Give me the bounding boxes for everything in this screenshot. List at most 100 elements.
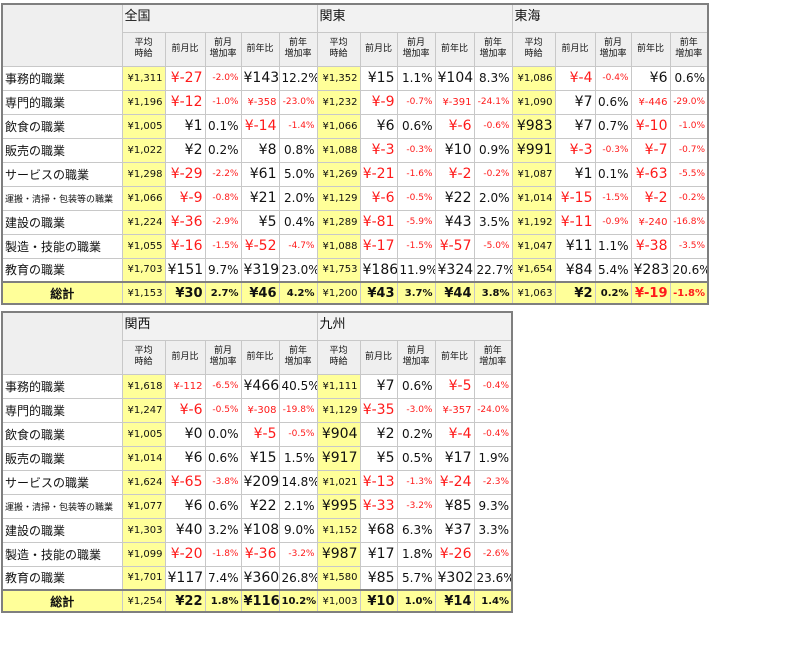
yoy-change-cell: ¥-24 (434, 469, 475, 495)
yoy-change-cell: ¥-38 (630, 233, 671, 259)
mom-change-cell: ¥-17 (359, 233, 398, 259)
column-header: 前月比 (359, 339, 398, 375)
column-header: 前月比 (554, 31, 596, 67)
wage-table-national-kanto-tokai: 全国 関東 東海 平均 時給 前月比 前月 増加率 前年比 前年 増加率 平均 時給 前月比 前月 増加率 前年… (1, 3, 710, 305)
column-header: 平均 時給 (121, 339, 166, 375)
average-wage-cell: ¥1,090 (511, 89, 556, 115)
yoy-rate-cell: 3.5% (473, 209, 513, 235)
average-wage-cell: ¥1,311 (121, 65, 166, 91)
yoy-rate-cell: -24.1% (473, 89, 513, 115)
yoy-change-cell: ¥22 (240, 493, 280, 519)
job-category: 飲食の職業 (1, 421, 123, 447)
table-row: 運搬・清掃・包装等の職業 ¥1,077 ¥6 0.6% ¥22 2.1% ¥995 ¥-33-… (1, 493, 513, 519)
column-header: 前月 増加率 (204, 339, 242, 375)
mom-change-cell: ¥-35 (359, 397, 398, 423)
yoy-change-cell: ¥6 (630, 65, 671, 91)
mom-rate-cell: 0.2% (204, 137, 242, 163)
yoy-rate-cell: -1.4% (278, 113, 318, 139)
column-header: 平均 時給 (511, 31, 556, 67)
yoy-change-cell: ¥10 (434, 137, 475, 163)
column-header-row: 平均 時給 前月比 前月 増加率 前年比 前年 増加率 平均 時給 前月比 前月 増加率 前年比 前年 増加率… (2, 31, 709, 67)
mom-rate-cell: 0.7% (594, 113, 632, 139)
yoy-change-cell: ¥-10 (630, 113, 671, 139)
yoy-rate-cell: -0.2% (473, 161, 513, 187)
region-name: 関東 (316, 3, 513, 33)
yoy-change-cell: ¥61 (240, 161, 280, 187)
average-wage-cell: ¥1,224 (121, 209, 166, 235)
region-name: 東海 (511, 3, 709, 33)
job-category: 製造・技能の職業 (1, 233, 123, 259)
average-wage-cell: ¥1,303 (121, 517, 166, 543)
mom-rate-cell: 11.9% (396, 257, 436, 283)
average-wage-cell: ¥983 (511, 113, 556, 139)
total-average-wage: ¥1,254 (121, 589, 166, 613)
mom-rate-cell: -3.0% (396, 397, 436, 423)
mom-change-cell: ¥186 (359, 257, 398, 283)
yoy-rate-cell: -4.7% (278, 233, 318, 259)
mom-rate-cell: -1.6% (396, 161, 436, 187)
total-mom-rate: 3.7% (396, 281, 436, 305)
mom-change-cell: ¥-65 (164, 469, 206, 495)
column-header: 前年比 (434, 339, 475, 375)
mom-change-cell: ¥-33 (359, 493, 398, 519)
average-wage-cell: ¥1,021 (316, 469, 361, 495)
mom-rate-cell: 0.6% (396, 373, 436, 399)
yoy-change-cell: ¥-57 (434, 233, 475, 259)
average-wage-cell: ¥995 (316, 493, 361, 519)
table-row: 飲食の職業 ¥1,005 ¥0 0.0% ¥-5 -0.5% ¥904 ¥2 0.2% ¥-4 -0… (1, 421, 513, 447)
total-average-wage: ¥1,003 (316, 589, 361, 613)
mom-rate-cell: 0.6% (204, 493, 242, 519)
yoy-change-cell: ¥-5 (240, 421, 280, 447)
yoy-change-cell: ¥-446 (630, 89, 671, 115)
yoy-change-cell: ¥-2 (630, 185, 671, 211)
yoy-change-cell: ¥283 (630, 257, 671, 283)
mom-rate-cell: 6.3% (396, 517, 436, 543)
yoy-change-cell: ¥-391 (434, 89, 475, 115)
total-yoy-change: ¥44 (434, 281, 475, 305)
yoy-rate-cell: -3.2% (278, 541, 318, 567)
yoy-rate-cell: 1.5% (278, 445, 318, 471)
average-wage-cell: ¥1,232 (316, 89, 361, 115)
mom-rate-cell: 1.8% (396, 541, 436, 567)
mom-rate-cell: -0.5% (204, 397, 242, 423)
mom-rate-cell: 5.7% (396, 565, 436, 591)
mom-rate-cell: 3.2% (204, 517, 242, 543)
yoy-rate-cell: 0.8% (278, 137, 318, 163)
total-mom-change: ¥2 (554, 281, 596, 305)
mom-rate-cell: 1.1% (594, 233, 632, 259)
mom-rate-cell: -2.0% (204, 65, 242, 91)
yoy-change-cell: ¥-7 (630, 137, 671, 163)
job-category: 建設の職業 (1, 517, 123, 543)
average-wage-cell: ¥1,654 (511, 257, 556, 283)
yoy-change-cell: ¥143 (240, 65, 280, 91)
mom-rate-cell: -3.8% (204, 469, 242, 495)
average-wage-cell: ¥1,088 (316, 233, 361, 259)
column-header: 平均 時給 (121, 31, 166, 67)
column-header: 前年 増加率 (473, 31, 513, 67)
mom-rate-cell: 0.6% (204, 445, 242, 471)
mom-change-cell: ¥-6 (164, 397, 206, 423)
average-wage-cell: ¥1,111 (316, 373, 361, 399)
yoy-rate-cell: -19.8% (278, 397, 318, 423)
yoy-change-cell: ¥-36 (240, 541, 280, 567)
average-wage-cell: ¥1,289 (316, 209, 361, 235)
column-header-row: 平均 時給 前月比 前月 増加率 前年比 前年 増加率 平均 時給 前月比 前月 増加率 前年比 前年 増加率 (2, 339, 513, 375)
job-category: 専門的職業 (1, 397, 123, 423)
yoy-rate-cell: 0.6% (669, 65, 709, 91)
job-category: サービスの職業 (1, 161, 123, 187)
mom-change-cell: ¥85 (359, 565, 398, 591)
yoy-rate-cell: 3.3% (473, 517, 513, 543)
mom-rate-cell: -1.3% (396, 469, 436, 495)
yoy-change-cell: ¥108 (240, 517, 280, 543)
mom-rate-cell: 0.1% (204, 113, 242, 139)
mom-rate-cell: 1.1% (396, 65, 436, 91)
column-header: 前月 増加率 (204, 31, 242, 67)
average-wage-cell: ¥1,055 (121, 233, 166, 259)
wage-table-kansai-kyushu: 関西 九州 平均 時給 前月比 前月 増加率 前年比 前年 増加率 平均 時給 前月比 前月 増加率 前年比前… (1, 311, 514, 613)
column-header: 前年比 (240, 31, 280, 67)
yoy-rate-cell: -0.2% (669, 185, 709, 211)
mom-rate-cell: -1.8% (204, 541, 242, 567)
yoy-rate-cell: -23.0% (278, 89, 318, 115)
job-category: 教育の職業 (1, 565, 123, 591)
average-wage-cell: ¥1,088 (316, 137, 361, 163)
